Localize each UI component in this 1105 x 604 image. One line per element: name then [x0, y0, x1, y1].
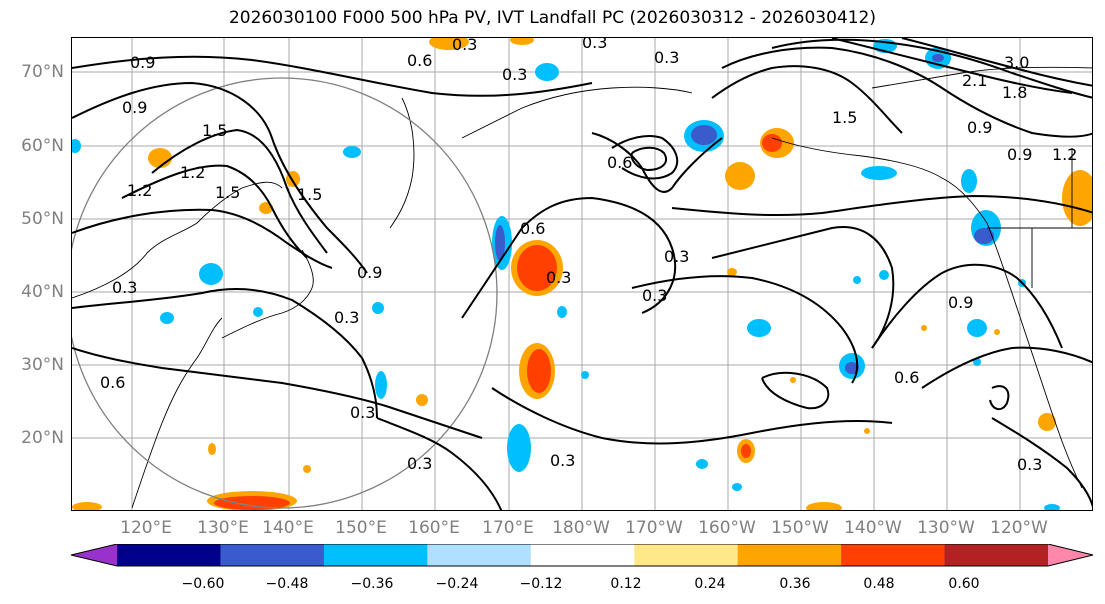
colorbar-tick-label: −0.60 — [181, 576, 225, 592]
lon-label: 180°W — [552, 518, 610, 538]
colorbar-segment — [737, 544, 842, 566]
contour-label: 1.2 — [127, 181, 152, 200]
lat-label: 30°N — [21, 355, 64, 375]
contour-label: 0.3 — [1017, 455, 1042, 474]
pv-contours — [72, 38, 1092, 510]
colorbar-tick-label: −0.12 — [519, 576, 563, 592]
contour-label: 1.2 — [180, 163, 205, 182]
map-title: 2026030100 F000 500 hPa PV, IVT Landfall… — [228, 8, 876, 28]
contour-label: 0.9 — [130, 53, 155, 72]
colorbar — [0, 543, 1105, 568]
lat-label: 20°N — [21, 428, 64, 448]
contour-label: 0.9 — [948, 293, 973, 312]
colorbar-tick-label: 0.24 — [694, 576, 726, 592]
colorbar-extend-max — [1048, 544, 1093, 566]
contour-label: 0.9 — [967, 118, 992, 137]
lon-label: 160°W — [698, 518, 756, 538]
contour-label: 0.3 — [350, 403, 375, 422]
contour-label: 0.3 — [550, 451, 575, 470]
lon-label: 170°W — [625, 518, 683, 538]
contour-label: 0.3 — [664, 247, 689, 266]
contour-label: 1.5 — [215, 183, 240, 202]
contour-label: 0.6 — [520, 219, 545, 238]
colorbar-segment — [944, 544, 1049, 566]
lon-label: 130°E — [197, 518, 249, 538]
contour-label: 1.5 — [297, 185, 322, 204]
contour-label: 0.6 — [894, 368, 919, 387]
lon-label: 130°W — [917, 518, 975, 538]
colorbar-segment — [841, 544, 946, 566]
colorbar-segment — [634, 544, 739, 566]
radius-circle — [72, 77, 498, 509]
lon-label: 160°E — [408, 518, 460, 538]
contour-label: 3.0 — [1004, 53, 1029, 72]
map-panel: 0.3 0.3 0.3 0.3 0.6 0.9 0.9 1.5 1.5 1.2 … — [71, 37, 1093, 511]
colorbar-segment — [220, 544, 325, 566]
colorbar-segment — [323, 544, 428, 566]
contour-label: 1.2 — [1052, 145, 1077, 164]
contour-label: 2.1 — [962, 71, 987, 90]
contour-label: 0.9 — [122, 98, 147, 117]
contour-label: 0.6 — [100, 373, 125, 392]
colorbar-tick-label: 0.36 — [779, 576, 811, 592]
lon-label: 140°W — [844, 518, 902, 538]
colorbar-extend-min — [71, 544, 117, 566]
lat-label: 50°N — [21, 209, 64, 229]
contour-label: 0.3 — [582, 38, 607, 52]
lat-label: 60°N — [21, 136, 64, 156]
contour-label: 0.3 — [502, 65, 527, 84]
colorbar-tick-label: 0.12 — [610, 576, 642, 592]
lat-label: 70°N — [21, 62, 64, 82]
lat-label: 40°N — [21, 282, 64, 302]
lon-label: 150°W — [771, 518, 829, 538]
lon-label: 150°E — [335, 518, 387, 538]
colorbar-segment — [117, 544, 221, 566]
colorbar-outline — [70, 543, 1094, 567]
contour-label: 0.3 — [112, 278, 137, 297]
contour-label: 0.6 — [607, 153, 632, 172]
contour-label: 0.3 — [407, 454, 432, 473]
colorbar-tick-label: 0.60 — [948, 576, 980, 592]
contour-label: 0.9 — [1007, 145, 1032, 164]
contour-label: 0.9 — [357, 263, 382, 282]
lon-label: 120°E — [120, 518, 172, 538]
contour-label: 0.6 — [407, 51, 432, 70]
lon-label: 120°W — [990, 518, 1048, 538]
colorbar-tick-label: −0.24 — [435, 576, 479, 592]
lon-label: 140°E — [262, 518, 314, 538]
map-svg: 0.3 0.3 0.3 0.3 0.6 0.9 0.9 1.5 1.5 1.2 … — [72, 38, 1092, 510]
graticule — [72, 38, 1092, 510]
contour-label: 1.5 — [202, 121, 227, 140]
colorbar-segment — [530, 544, 635, 566]
contour-label: 1.8 — [1002, 83, 1027, 102]
contour-label: 0.3 — [654, 48, 679, 67]
contour-label: 0.3 — [546, 268, 571, 287]
colorbar-svg — [70, 543, 1094, 567]
colorbar-tick-label: 0.48 — [863, 576, 895, 592]
colorbar-tick-label: −0.36 — [350, 576, 394, 592]
colorbar-tick-label: −0.48 — [265, 576, 309, 592]
contour-label-group: 0.3 0.3 0.3 0.3 0.6 0.9 0.9 1.5 1.5 1.2 … — [100, 38, 1077, 474]
contour-label: 1.5 — [832, 108, 857, 127]
contour-label: 0.3 — [452, 38, 477, 54]
lon-label: 170°E — [482, 518, 534, 538]
positive-anomaly-shading — [72, 38, 1092, 510]
contour-label: 0.3 — [334, 308, 359, 327]
contour-label: 0.3 — [642, 286, 667, 305]
colorbar-segment — [427, 544, 532, 566]
